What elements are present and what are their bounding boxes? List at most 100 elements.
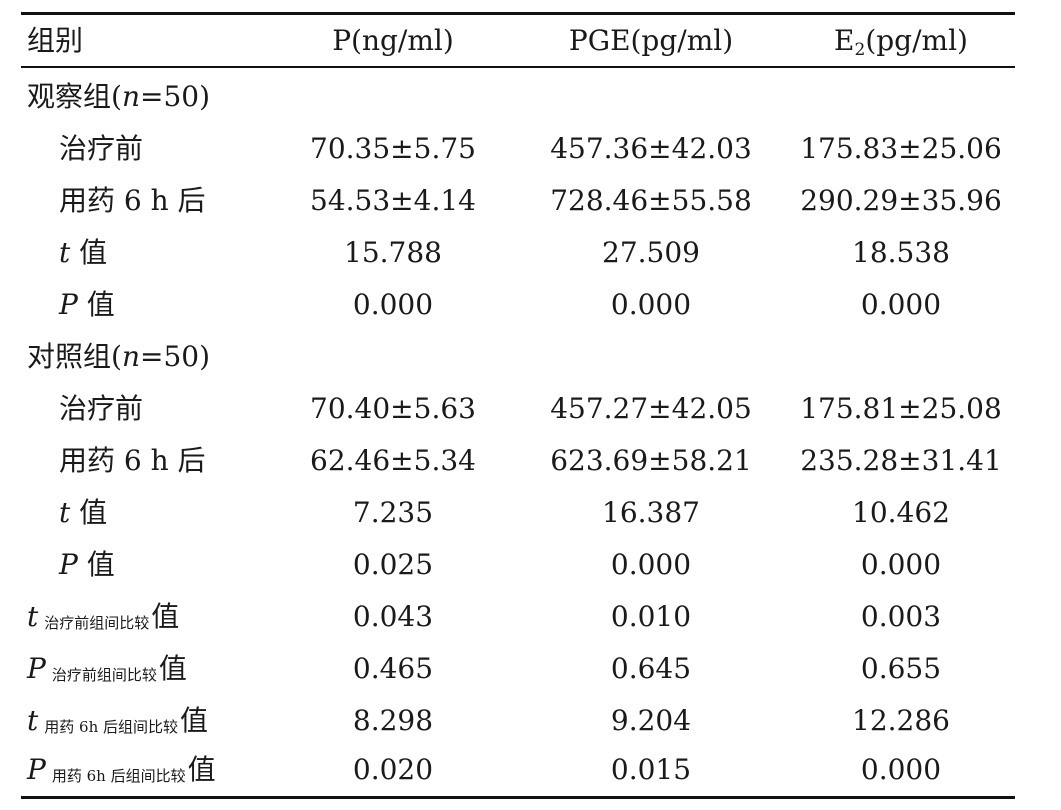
stat-symbol: P	[59, 288, 78, 321]
cell-pge: 9.204	[610, 704, 692, 737]
cell-e2: 18.538	[852, 236, 950, 269]
stat-subscript: 用药 6h 后组间比较	[51, 767, 186, 785]
stat-symbol: P	[59, 548, 78, 581]
cell-pge: 0.000	[610, 548, 692, 581]
comparison-row: t 治疗前组间比较值 0.043 0.010 0.003	[21, 591, 1015, 643]
cell-pge: 623.69±58.21	[550, 444, 752, 477]
stat-subscript: 治疗前组间比较	[51, 666, 157, 684]
comparison-row: t 用药 6h 后组间比较值 8.298 9.204 12.286	[21, 695, 1015, 747]
cell-pge: 728.46±55.58	[550, 184, 752, 217]
group-label-n: n	[121, 340, 140, 373]
stat-subscript: 用药 6h 后组间比较	[44, 718, 179, 736]
group-title-row: 观察组(n=50)	[21, 71, 1015, 123]
row-label: t 治疗前组间比较值	[27, 591, 179, 643]
header-pge: PGE(pg/ml)	[568, 24, 734, 57]
cell-e2: 290.29±35.96	[800, 184, 1002, 217]
cell-e2: 12.286	[852, 704, 950, 737]
cell-e2: 0.000	[860, 288, 942, 321]
cell-p: 0.043	[352, 600, 434, 633]
cell-pge: 16.387	[602, 496, 700, 529]
cell-e2: 235.28±31.41	[800, 444, 1002, 477]
group-label-text: 对照组(	[27, 340, 122, 373]
header-p-unit: (ng/ml)	[351, 24, 454, 57]
cell-e2: 0.000	[860, 548, 942, 581]
stat-suffix: 值	[86, 548, 115, 581]
stat-symbol: t	[59, 496, 71, 529]
cell-p: 62.46±5.34	[310, 444, 476, 477]
cell-p: 0.465	[352, 652, 434, 685]
cell-p: 8.298	[352, 704, 434, 737]
row-label: 治疗前	[59, 132, 144, 165]
stat-suffix: 值	[79, 496, 108, 529]
header-e-unit: (pg/ml)	[865, 24, 968, 57]
cell-e2: 175.83±25.06	[800, 132, 1002, 165]
stat-subscript: 治疗前组间比较	[44, 614, 150, 632]
table-header-rule	[21, 66, 1015, 68]
cell-pge: 457.36±42.03	[550, 132, 752, 165]
stat-suffix: 值	[158, 652, 187, 685]
table-header-row: 组别 P(ng/ml) PGE(pg/ml) E2(pg/ml)	[21, 15, 1015, 67]
row-label: P 治疗前组间比较值	[27, 643, 187, 695]
table-top-rule	[21, 12, 1015, 15]
cell-pge: 0.645	[610, 652, 692, 685]
stat-symbol: t	[59, 236, 71, 269]
cell-e2: 0.003	[860, 600, 942, 633]
stat-symbol: P	[27, 652, 46, 685]
row-label: t 用药 6h 后组间比较值	[27, 695, 208, 747]
header-e2: E2(pg/ml)	[776, 15, 1026, 67]
table-row: 用药 6 h 后 54.53±4.14 728.46±55.58 290.29±…	[21, 175, 1015, 227]
table-row: t 值 15.788 27.509 18.538	[21, 227, 1015, 279]
row-label: t 值	[59, 227, 107, 279]
cell-pge: 27.509	[602, 236, 700, 269]
stat-symbol: P	[27, 753, 46, 786]
cell-pge: 0.000	[610, 288, 692, 321]
group-label-n: n	[121, 80, 140, 113]
table-row: t 值 7.235 16.387 10.462	[21, 487, 1015, 539]
group-title-control: 对照组(n=50)	[27, 331, 210, 383]
group-title-observation: 观察组(n=50)	[27, 71, 210, 123]
group-label-text: 观察组(	[27, 80, 122, 113]
stat-suffix: 值	[86, 288, 115, 321]
row-label: P 值	[59, 539, 115, 591]
cell-p: 7.235	[352, 496, 434, 529]
header-group: 组别	[27, 24, 84, 57]
stat-symbol: t	[27, 704, 39, 737]
table-row: P 值 0.000 0.000 0.000	[21, 279, 1015, 331]
cell-pge: 0.010	[610, 600, 692, 633]
header-p-symbol: P	[332, 24, 352, 57]
header-e-subscript: 2	[854, 40, 866, 60]
stat-symbol: t	[27, 600, 39, 633]
comparison-row: P 治疗前组间比较值 0.465 0.645 0.655	[21, 643, 1015, 695]
header-p: P(ng/ml)	[283, 15, 503, 67]
group-title-row: 对照组(n=50)	[21, 331, 1015, 383]
row-label: P 值	[59, 279, 115, 331]
cell-p: 70.35±5.75	[310, 132, 476, 165]
cell-p: 0.025	[352, 548, 434, 581]
cell-e2: 10.462	[852, 496, 950, 529]
row-label: t 值	[59, 487, 107, 539]
group-label-count: =50)	[139, 80, 210, 113]
cell-p: 15.788	[344, 236, 442, 269]
cell-e2: 0.000	[860, 753, 942, 786]
table-bottom-rule	[21, 796, 1015, 799]
cell-pge: 0.015	[610, 753, 692, 786]
stat-suffix: 值	[151, 600, 180, 633]
cell-pge: 457.27±42.05	[550, 392, 752, 425]
cell-p: 0.000	[352, 288, 434, 321]
table-row: 治疗前 70.35±5.75 457.36±42.03 175.83±25.06	[21, 123, 1015, 175]
table-row: 治疗前 70.40±5.63 457.27±42.05 175.81±25.08	[21, 383, 1015, 435]
cell-p: 70.40±5.63	[310, 392, 476, 425]
stat-suffix: 值	[180, 704, 209, 737]
cell-p: 0.020	[352, 753, 434, 786]
cell-p: 54.53±4.14	[310, 184, 476, 217]
group-label-count: =50)	[139, 340, 210, 373]
cell-e2: 0.655	[860, 652, 942, 685]
stat-suffix: 值	[187, 753, 216, 786]
stat-suffix: 值	[79, 236, 108, 269]
row-label: P 用药 6h 后组间比较值	[27, 744, 216, 796]
cell-e2: 175.81±25.08	[800, 392, 1002, 425]
header-e-symbol: E	[834, 24, 855, 57]
comparison-row: P 用药 6h 后组间比较值 0.020 0.015 0.000	[21, 744, 1015, 796]
table-row: P 值 0.025 0.000 0.000	[21, 539, 1015, 591]
row-label: 治疗前	[59, 392, 144, 425]
